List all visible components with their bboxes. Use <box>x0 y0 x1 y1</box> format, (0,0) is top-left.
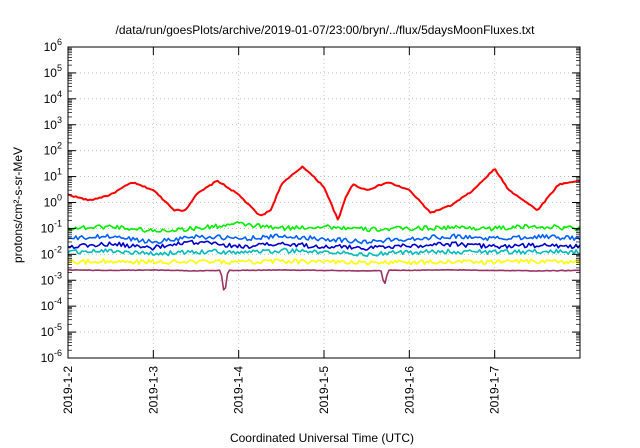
x-axis-label: Coordinated Universal Time (UTC) <box>230 431 414 445</box>
x-tick-label: 2019-1-5 <box>317 366 331 414</box>
series-line-2 <box>67 221 581 233</box>
series-line-5 <box>67 247 581 257</box>
x-tick-label: 2019-1-2 <box>61 366 75 414</box>
x-axis-ticks: 2019-1-2 2019-1-3 2019-1-4 2019-1-5 2019-1-6… <box>61 47 502 414</box>
x-tick-label: 2019-1-3 <box>146 366 160 414</box>
x-tick-label: 2019-1-6 <box>402 366 416 414</box>
series-line-4 <box>67 239 581 251</box>
series-line-1 <box>67 165 581 221</box>
series-line-6 <box>67 258 581 266</box>
series-line-7 <box>67 268 581 291</box>
x-tick-label: 2019-1-7 <box>488 366 502 414</box>
x-tick-label: 2019-1-4 <box>232 366 246 414</box>
grid-lines <box>68 47 580 358</box>
series-line-3 <box>67 233 581 245</box>
y-axis-label: protons/cm²-s-sr-MeV <box>11 147 25 263</box>
series-lines <box>67 165 581 291</box>
chart-title: /data/run/goesPlots/archive/2019-01-07/2… <box>116 23 536 37</box>
